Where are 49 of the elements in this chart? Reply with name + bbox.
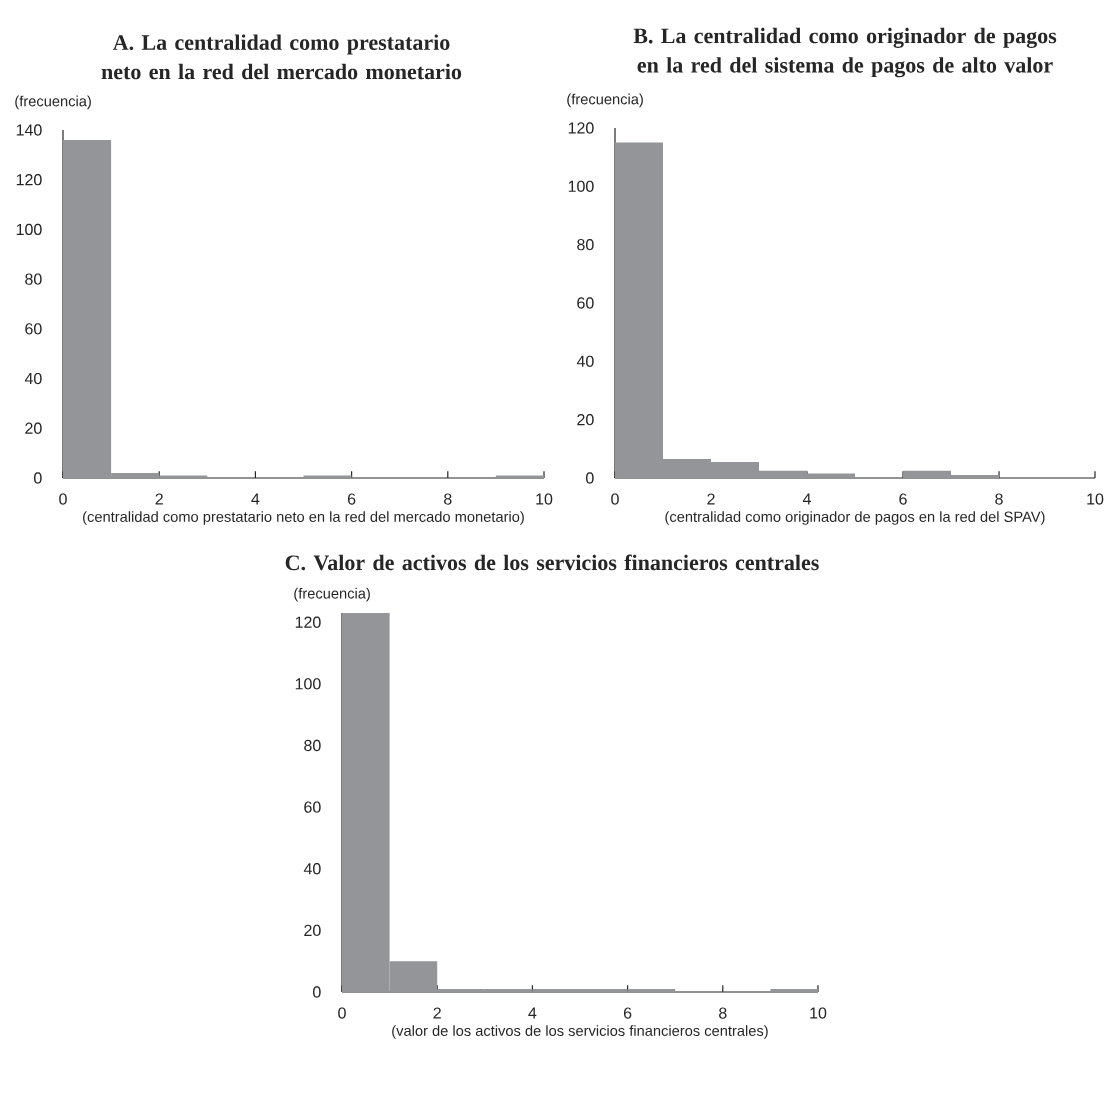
x-tick-label: 4: [802, 493, 811, 505]
x-tick-label: 10: [810, 1007, 827, 1019]
y-tick-label: 80: [577, 239, 594, 251]
chart-title: C. Valor de activos de los servicios financieros centrales: [285, 554, 819, 571]
y-tick-label: 100: [568, 180, 594, 192]
y-tick-label: 60: [304, 801, 321, 813]
y-tick-label: 60: [25, 323, 42, 335]
x-tick-label: 2: [155, 493, 163, 505]
y-axis-title: (frecuencia): [294, 587, 370, 602]
x-tick-label: 6: [347, 493, 356, 505]
y-tick-label: 40: [576, 355, 594, 367]
y-axis-title: (frecuencia): [15, 95, 91, 110]
x-axis-title: (valor de los activos de los servicios financieros centrales): [392, 1025, 768, 1039]
x-tick-label: 4: [528, 1007, 537, 1019]
y-tick-label: 0: [313, 986, 321, 998]
y-tick-label: 40: [24, 372, 42, 385]
x-tick-label: 4: [251, 493, 260, 505]
y-tick-label: 120: [295, 616, 321, 628]
y-tick-label: 0: [586, 472, 594, 484]
y-tick-label: 100: [16, 223, 42, 236]
x-tick-label: 8: [995, 493, 1003, 505]
x-tick-label: 2: [433, 1007, 441, 1019]
y-tick-label: 40: [303, 863, 321, 875]
y-tick-label: 60: [577, 297, 594, 309]
x-tick-label: 6: [623, 1007, 632, 1019]
chart-title: A. La centralidad como prestatario neto en la red del mercado monetario: [101, 34, 462, 80]
y-tick-label: 20: [25, 422, 42, 434]
y-tick-label: 20: [304, 924, 321, 937]
y-tick-label: 80: [304, 739, 321, 752]
x-tick-label: 0: [338, 1007, 346, 1019]
x-tick-label: 8: [444, 493, 452, 505]
x-tick-label: 0: [59, 493, 67, 505]
y-tick-label: 120: [16, 174, 42, 186]
y-tick-label: 140: [16, 124, 42, 136]
x-axis-title: (centralidad como originador de pagos en la red del SPAV): [665, 511, 1045, 525]
x-tick-label: 2: [707, 493, 715, 505]
y-tick-label: 100: [295, 678, 321, 690]
y-tick-label: 20: [577, 414, 594, 426]
x-tick-label: 10: [536, 493, 553, 505]
y-tick-label: 80: [25, 273, 42, 285]
x-tick-label: 10: [1087, 493, 1104, 505]
y-tick-label: 0: [34, 472, 42, 484]
x-axis-title: (centralidad como prestatario neto en la red del mercado monetario): [83, 511, 524, 525]
y-tick-label: 120: [568, 122, 594, 134]
x-tick-label: 0: [611, 493, 619, 505]
x-tick-label: 8: [719, 1007, 727, 1019]
x-tick-label: 6: [899, 493, 907, 505]
chart-title: B. La centralidad como originador de pagos en la red del sistema de pagos de alto valor: [633, 27, 1057, 78]
y-axis-title: (frecuencia): [567, 93, 643, 108]
